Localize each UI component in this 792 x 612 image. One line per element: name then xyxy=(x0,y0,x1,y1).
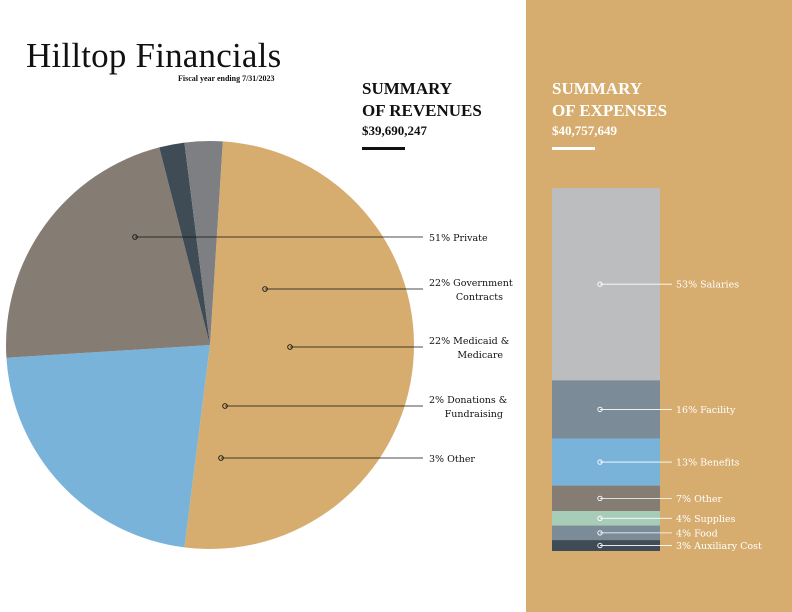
pie-slice-label: 22% Government xyxy=(429,278,513,289)
bar-leader-dot xyxy=(597,530,603,536)
pie-slice xyxy=(6,345,211,548)
pie-slice-label: Contracts xyxy=(456,292,503,303)
pie-slice xyxy=(184,141,223,345)
bar-leader-dot xyxy=(597,281,603,287)
revenues-total: $39,690,247 xyxy=(362,123,427,138)
bar-segment-label: 3% Auxiliary Cost xyxy=(676,541,762,552)
expenses-heading-line1: SUMMARY xyxy=(552,79,643,98)
fiscal-year-subtitle: Fiscal year ending 7/31/2023 xyxy=(178,74,275,83)
pie-slice xyxy=(5,147,210,358)
bar-leader-dot xyxy=(597,515,603,521)
revenues-heading-line2: OF REVENUES xyxy=(362,101,482,120)
bar-segment-label: 4% Food xyxy=(676,528,718,539)
revenues-heading: SUMMARY OF REVENUES xyxy=(362,78,482,122)
pie-slice xyxy=(184,141,414,549)
page-title: Hilltop Financials xyxy=(26,36,282,75)
expenses-total: $40,757,649 xyxy=(552,123,617,138)
pie-slice-label: 3% Other xyxy=(429,454,475,465)
bar-segment-label: 4% Supplies xyxy=(676,514,736,525)
expenses-rule xyxy=(552,147,595,150)
revenue-pie-chart: 51% Private 22% Government Contracts 22% Me… xyxy=(5,141,513,549)
bar-segment-label: 13% Benefits xyxy=(676,458,740,469)
bar-segment-label: 53% Salaries xyxy=(676,280,739,291)
bar-segment-label: 16% Facility xyxy=(676,405,736,416)
bar-segment-label: 7% Other xyxy=(676,494,722,505)
bar-leader-dot xyxy=(597,542,603,549)
expense-stacked-bar: 53% Salaries 16% Facility 13% Benefits 7% O… xyxy=(552,188,762,552)
pie-leader-dot xyxy=(218,455,224,461)
pie-leader-dot xyxy=(222,403,228,409)
bar-leader-dot xyxy=(597,495,603,502)
pie-slice-label: 51% Private xyxy=(429,233,488,244)
pie-leader-dot xyxy=(262,286,268,292)
bar-leader-dot xyxy=(597,459,603,465)
expenses-heading-line2: OF EXPENSES xyxy=(552,101,668,120)
pie-leader-dot xyxy=(287,344,293,350)
pie-slice-label: Medicare xyxy=(457,350,503,361)
pie-slice-label: Fundraising xyxy=(445,409,503,420)
revenues-rule xyxy=(362,147,405,150)
expenses-heading: SUMMARY OF EXPENSES xyxy=(552,78,667,122)
pie-slice-label: 2% Donations & xyxy=(429,395,507,406)
bar-leader-dot xyxy=(597,406,603,413)
pie-slice-label: 22% Medicaid & xyxy=(429,336,509,347)
revenues-heading-line1: SUMMARY xyxy=(362,79,453,98)
pie-leader-dot xyxy=(132,234,138,240)
pie-slice xyxy=(159,142,210,345)
